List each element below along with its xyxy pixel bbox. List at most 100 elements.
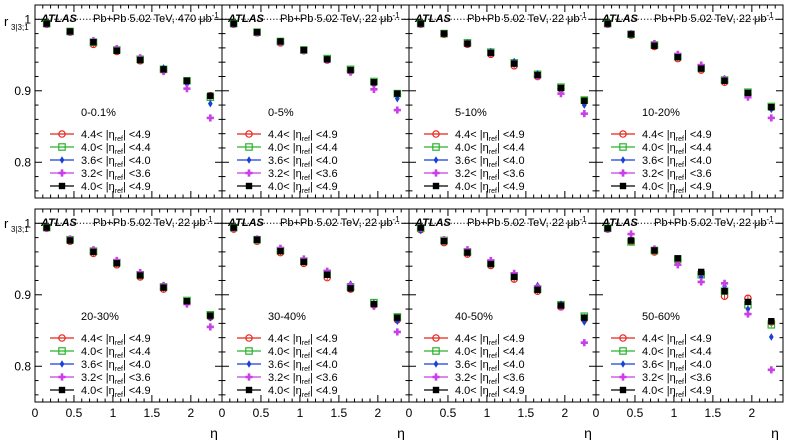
y-axis-title-main: r (4, 14, 9, 29)
legend-text-part: 3.2< (455, 168, 480, 180)
legend-text-part: 4.0< (81, 385, 106, 397)
legend-label: 4.0< |ηref| <4.4 (81, 142, 151, 156)
legend-text-part: |η (667, 168, 676, 180)
legend-marker (432, 386, 440, 394)
legend-text-part: <4.0 (690, 155, 712, 167)
legend-entry: 3.6< |ηref| <4.0 (611, 359, 712, 373)
legend-text-part: |η (480, 142, 489, 154)
data-point (300, 46, 308, 54)
data-point (253, 28, 261, 36)
legend-text-part: 4.0< (81, 346, 106, 358)
legend-text-part: ref (302, 136, 310, 143)
legend-text-part: 4.0< (642, 385, 667, 397)
legend-text-part: |η (667, 181, 676, 193)
legend-label: 4.4< |ηref| <4.9 (268, 129, 338, 143)
legend-text-part: ref (676, 353, 684, 360)
legend-entry: 4.0< |ηref| <4.4 (237, 142, 338, 156)
system-label: Pb+Pb 5.02 TeV, 22 μb-1 (467, 11, 587, 25)
legend-text-part: | (123, 129, 129, 141)
data-point (417, 224, 424, 231)
data-point (440, 237, 448, 245)
data-point (277, 247, 284, 255)
legend-label: 4.0< |ηref| <4.4 (268, 346, 338, 360)
legend-entry: 3.2< |ηref| <3.6 (424, 168, 525, 182)
legend-text-part: ref (489, 149, 497, 156)
legend-text-part: <4.9 (129, 385, 151, 397)
centrality-label: 5-10% (455, 107, 487, 119)
lumi-exponent: -1 (205, 215, 213, 224)
legend-text-part: ref (302, 366, 310, 373)
legend-text-part: ref (489, 353, 497, 360)
x-tick-label: 0.5 (253, 406, 270, 420)
lumi-exponent: -1 (766, 11, 774, 20)
centrality-label: 40-50% (455, 311, 493, 323)
legend-marker (245, 386, 253, 394)
legend-text-part: | (497, 129, 503, 141)
legend-text-part: 4.4< (268, 129, 293, 141)
data-point (113, 47, 121, 54)
data-point (136, 272, 144, 279)
legend-text-part: | (497, 155, 503, 167)
legend-text-part: ref (302, 162, 310, 169)
y-axis-title-main: r (4, 216, 9, 231)
legend-text-part: ref (676, 392, 684, 399)
legend-text-part: 3.6< (81, 359, 106, 371)
panels: 0.80.91 ATLAS Pb+Pb 5.02 TeV, 470 μb-10-0.… (14, 4, 784, 420)
x-tick-label: 1.5 (518, 406, 535, 420)
legend-label: 3.2< |ηref| <3.6 (642, 168, 712, 182)
data-point (393, 328, 401, 336)
x-tick-label: 1 (297, 406, 304, 420)
legend-text-part: ref (302, 379, 310, 386)
legend-entry: 3.6< |ηref| <4.0 (424, 155, 525, 169)
legend-text-part: |η (106, 129, 115, 141)
data-point (206, 323, 214, 331)
legend-text-part: | (123, 155, 129, 167)
legend-label: 4.0< |ηref| <4.9 (642, 181, 712, 195)
legend-text-part: | (310, 385, 316, 397)
legend-entry: 4.0< |ηref| <4.4 (424, 346, 525, 360)
data-point (113, 260, 121, 267)
legend-text-part: 4.4< (81, 333, 106, 345)
legend-marker (432, 143, 440, 151)
data-point (744, 93, 752, 101)
legend-text-part: ref (302, 188, 310, 195)
legend-marker (619, 182, 627, 190)
data-point (464, 249, 471, 256)
legend-text-part: <4.9 (316, 181, 338, 193)
data-point (557, 302, 565, 309)
legend-label: 4.0< |ηref| <4.4 (455, 142, 525, 156)
legend-text-part: 4.0< (455, 142, 480, 154)
legend-entry: 3.2< |ηref| <3.6 (50, 372, 151, 386)
legend-text-part: <4.9 (129, 333, 151, 345)
legend-text-part: |η (667, 385, 676, 397)
legend-marker (245, 169, 253, 177)
series-4.0-4.9 (604, 225, 775, 325)
data-point (510, 273, 518, 281)
data-point (721, 77, 728, 84)
legend-text-part: | (684, 129, 690, 141)
legend-label: 4.0< |ηref| <4.9 (455, 181, 525, 195)
chart-panel-20-30%: 0 0.5 1 1.5 20.80.91 ATLAS Pb+Pb 5.02 TeV, 22 … (14, 208, 223, 420)
x-tick-label: 2 (374, 406, 381, 420)
data-point (744, 310, 752, 318)
legend-text-part: | (310, 346, 316, 358)
legend-entry: 4.4< |ηref| <4.9 (50, 129, 151, 143)
system-label: Pb+Pb 5.02 TeV, 22 μb-1 (280, 215, 400, 229)
legend-text-part: <4.9 (503, 385, 525, 397)
legend-text-part: <3.6 (316, 372, 338, 384)
legend-text-part: |η (667, 372, 676, 384)
legend-label: 4.0< |ηref| <4.9 (455, 385, 525, 399)
legend-label: 3.2< |ηref| <3.6 (268, 372, 338, 386)
legend-text-part: ref (115, 392, 123, 399)
legend-text-part: <4.9 (690, 181, 712, 193)
legend-marker (246, 360, 252, 368)
legend-text-part: <4.9 (316, 129, 338, 141)
legend-text-part: ref (489, 162, 497, 169)
legend-text-part: ref (676, 379, 684, 386)
legend-text-part: ref (489, 379, 497, 386)
data-point (464, 40, 471, 47)
legend-marker (432, 334, 440, 342)
data-point (768, 318, 775, 325)
legend-marker (58, 347, 66, 355)
